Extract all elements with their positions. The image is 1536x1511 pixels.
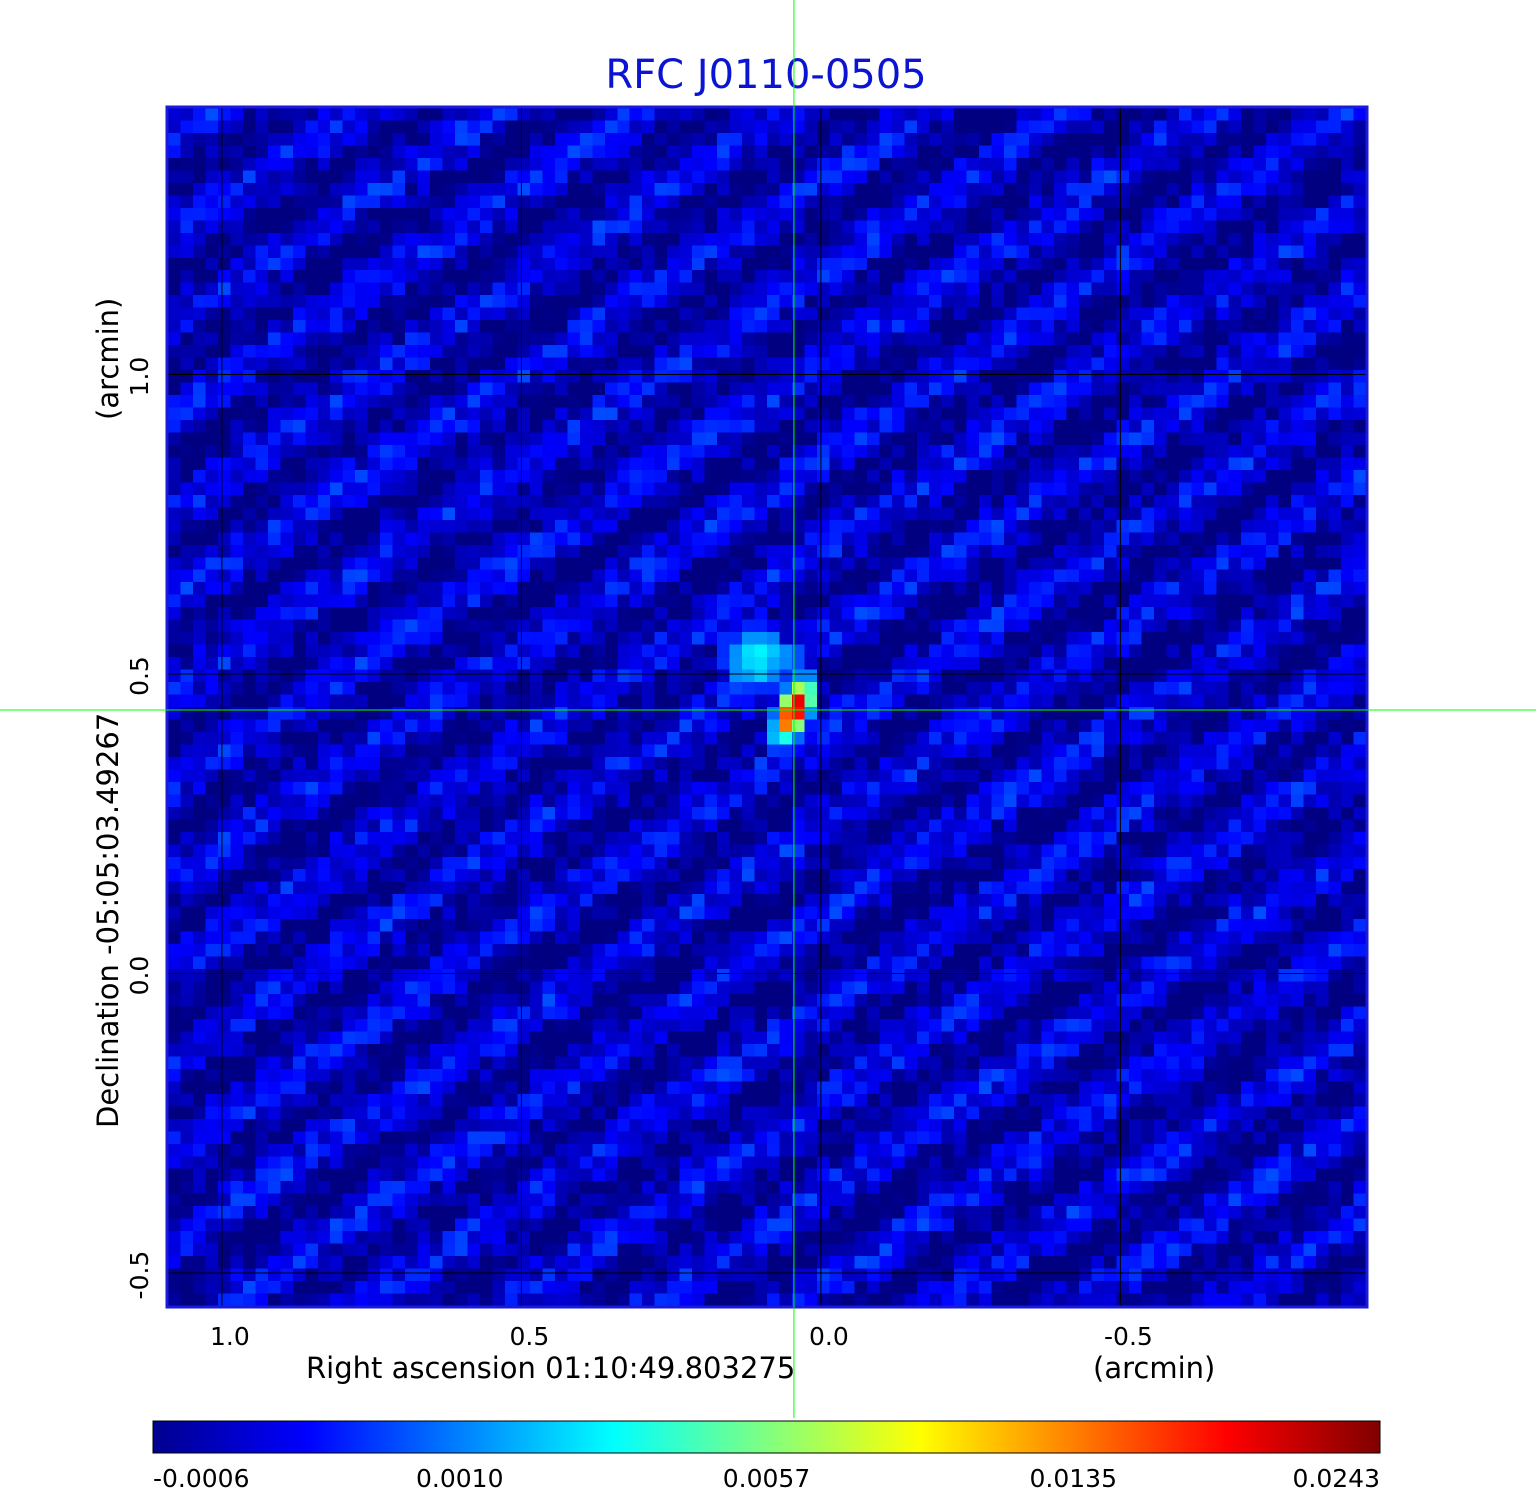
chart-title: RFC J0110-0505 bbox=[605, 52, 926, 98]
x-axis-label: Right ascension 01:10:49.803275 bbox=[306, 1351, 795, 1385]
colorbar-tick-label: -0.0006 bbox=[153, 1464, 250, 1493]
colorbar-tick-label: 0.0010 bbox=[416, 1464, 503, 1493]
y-tick-label: -0.5 bbox=[125, 1251, 154, 1300]
colorbar-tick-label: 0.0135 bbox=[1030, 1464, 1117, 1493]
y-tick-labels: -0.5 0.0 0.5 1.0 bbox=[125, 357, 154, 1300]
x-tick-label: 0.0 bbox=[809, 1322, 849, 1351]
y-tick-label: 0.5 bbox=[125, 656, 154, 696]
x-tick-labels: 1.0 0.5 0.0 -0.5 bbox=[210, 1322, 1153, 1351]
colorbar-tick-label: 0.0057 bbox=[723, 1464, 810, 1493]
colorbar-tick-label: 0.0243 bbox=[1293, 1464, 1380, 1493]
x-tick-label: 0.5 bbox=[510, 1322, 550, 1351]
y-tick-label: 1.0 bbox=[125, 357, 154, 397]
x-tick-label: -0.5 bbox=[1104, 1322, 1153, 1351]
y-axis-unit: (arcmin) bbox=[91, 298, 125, 420]
x-tick-label: 1.0 bbox=[210, 1322, 250, 1351]
grid-lines bbox=[168, 108, 1366, 1306]
crosshair bbox=[0, 0, 1536, 1418]
y-axis-label: Declination -05:05:03.49267 bbox=[91, 713, 125, 1128]
y-tick-label: 0.0 bbox=[125, 956, 154, 996]
colorbar-tick-labels: -0.0006 0.0010 0.0057 0.0135 0.0243 bbox=[153, 1464, 1380, 1493]
plot-frame bbox=[165, 105, 1369, 1309]
heatmap-image bbox=[168, 108, 1366, 1306]
x-axis-unit: (arcmin) bbox=[1093, 1351, 1215, 1385]
colorbar bbox=[152, 1420, 1381, 1454]
